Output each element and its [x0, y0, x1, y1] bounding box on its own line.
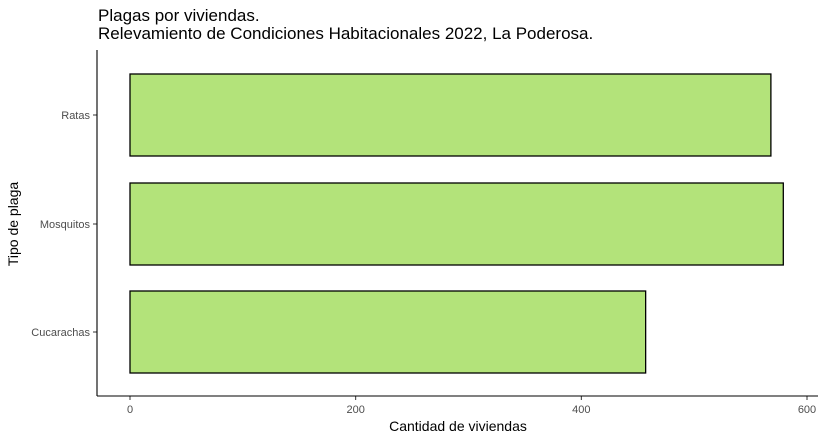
x-tick-label-400: 400: [572, 404, 590, 416]
bar-ratas: [130, 74, 771, 156]
y-tick-label-ratas: Ratas: [61, 110, 90, 122]
y-tick-label-cucarachas: Cucarachas: [31, 327, 90, 339]
chart-title: Plagas por viviendas.: [98, 6, 260, 25]
x-axis-ticks: 0 200 400 600: [127, 396, 816, 416]
x-tick-label-0: 0: [127, 404, 133, 416]
y-axis-title: Tipo de plaga: [5, 182, 21, 267]
chart-subtitle: Relevamiento de Condiciones Habitacional…: [98, 24, 593, 43]
bar-mosquitos: [130, 183, 783, 265]
x-tick-label-600: 600: [798, 404, 816, 416]
y-axis-ticks: Cucarachas Mosquitos Ratas: [31, 110, 97, 339]
y-tick-label-mosquitos: Mosquitos: [40, 219, 91, 231]
x-axis-title: Cantidad de viviendas: [389, 418, 527, 434]
bar-cucarachas: [130, 291, 646, 373]
x-tick-label-200: 200: [346, 404, 364, 416]
bars-group: [130, 74, 783, 373]
